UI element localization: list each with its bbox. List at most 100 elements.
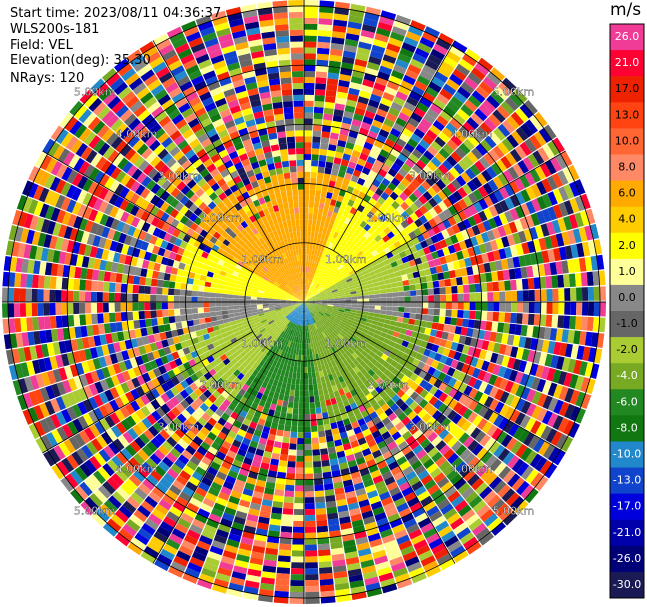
- velocity-gate: [321, 215, 327, 222]
- velocity-gate: [314, 329, 319, 336]
- velocity-gate: [238, 499, 251, 508]
- velocity-gate: [316, 172, 324, 180]
- velocity-gate: [179, 302, 186, 309]
- velocity-gate: [315, 190, 322, 197]
- velocity-gate: [482, 99, 496, 113]
- velocity-gate: [330, 332, 336, 339]
- velocity-gate: [182, 572, 198, 584]
- velocity-gate: [304, 297, 309, 302]
- velocity-gate: [166, 258, 175, 267]
- velocity-gate: [270, 311, 277, 315]
- velocity-gate: [317, 232, 323, 240]
- velocity-gate: [313, 201, 320, 209]
- velocity-gate: [93, 470, 106, 485]
- velocity-gate: [444, 316, 452, 325]
- velocity-gate: [235, 280, 242, 286]
- velocity-gate: [301, 343, 304, 350]
- velocity-gate: [201, 476, 213, 487]
- velocity-gate: [185, 353, 194, 362]
- velocity-gate: [486, 71, 502, 86]
- velocity-gate: [317, 531, 329, 539]
- velocity-gate: [304, 207, 309, 214]
- velocity-gate: [264, 324, 271, 330]
- velocity-gate: [145, 391, 156, 402]
- velocity-gate: [408, 278, 416, 285]
- velocity-gate: [258, 594, 274, 603]
- velocity-gate: [348, 219, 356, 228]
- velocity-gate: [488, 205, 499, 217]
- velocity-gate: [155, 385, 165, 396]
- velocity-gate: [304, 307, 307, 314]
- velocity-gate: [573, 330, 581, 345]
- velocity-gate: [61, 211, 72, 226]
- velocity-gate: [353, 331, 361, 338]
- velocity-gate: [542, 193, 553, 208]
- velocity-gate: [275, 292, 282, 296]
- velocity-gate: [419, 154, 431, 166]
- velocity-gate: [586, 271, 594, 286]
- velocity-gate: [342, 314, 350, 319]
- velocity-gate: [189, 497, 202, 508]
- velocity-gate: [67, 377, 78, 392]
- velocity-gate: [308, 293, 313, 299]
- velocity-gate: [569, 374, 579, 389]
- velocity-gate: [366, 315, 374, 321]
- velocity-gate: [237, 505, 249, 514]
- velocity-gate: [487, 217, 498, 230]
- velocity-gate: [281, 292, 288, 296]
- velocity-gate: [470, 427, 482, 440]
- velocity-gate: [19, 303, 27, 317]
- velocity-gate: [388, 426, 398, 436]
- velocity-gate: [524, 337, 533, 350]
- velocity-gate: [43, 316, 51, 330]
- velocity-gate: [316, 525, 329, 533]
- velocity-gate: [61, 315, 69, 328]
- velocity-gate: [299, 390, 304, 397]
- velocity-gate: [205, 492, 218, 503]
- velocity-gate: [110, 374, 121, 387]
- velocity-gate: [518, 230, 527, 243]
- velocity-gate: [423, 348, 432, 357]
- velocity-gate: [282, 400, 289, 408]
- velocity-gate: [305, 284, 308, 291]
- velocity-gate: [326, 262, 332, 269]
- velocity-gate: [374, 268, 382, 275]
- velocity-gate: [364, 347, 372, 354]
- velocity-gate: [350, 345, 357, 353]
- velocity-gate: [415, 143, 427, 155]
- velocity-gate: [484, 472, 498, 486]
- velocity-gate: [425, 532, 441, 545]
- velocity-gate: [128, 474, 142, 487]
- velocity-gate: [337, 287, 344, 291]
- velocity-gate: [150, 278, 158, 287]
- velocity-gate: [451, 293, 458, 302]
- velocity-gate: [211, 352, 220, 361]
- velocity-gate: [386, 297, 393, 302]
- velocity-gate: [304, 260, 306, 267]
- velocity-gate: [374, 329, 382, 336]
- velocity-gate: [352, 342, 360, 350]
- velocity-gate: [298, 331, 301, 338]
- velocity-gate: [221, 266, 229, 273]
- velocity-gate: [570, 287, 577, 301]
- velocity-gate: [241, 317, 248, 323]
- velocity-gate: [248, 508, 260, 517]
- velocity-gate: [169, 274, 177, 282]
- velocity-gate: [557, 417, 570, 433]
- velocity-gate: [450, 317, 458, 326]
- velocity-gate: [471, 67, 486, 81]
- velocity-gate: [341, 222, 349, 231]
- velocity-gate: [573, 258, 581, 273]
- velocity-gate: [280, 525, 293, 533]
- velocity-gate: [345, 297, 352, 300]
- velocity-gate: [244, 346, 252, 354]
- velocity-gate: [46, 370, 57, 385]
- velocity-gate: [213, 365, 222, 373]
- velocity-gate: [229, 365, 238, 374]
- velocity-gate: [85, 314, 92, 325]
- velocity-gate: [304, 53, 316, 60]
- velocity-gate: [447, 332, 455, 342]
- velocity-gate: [345, 99, 357, 108]
- velocity-gate: [498, 248, 507, 260]
- velocity-gate: [486, 282, 494, 292]
